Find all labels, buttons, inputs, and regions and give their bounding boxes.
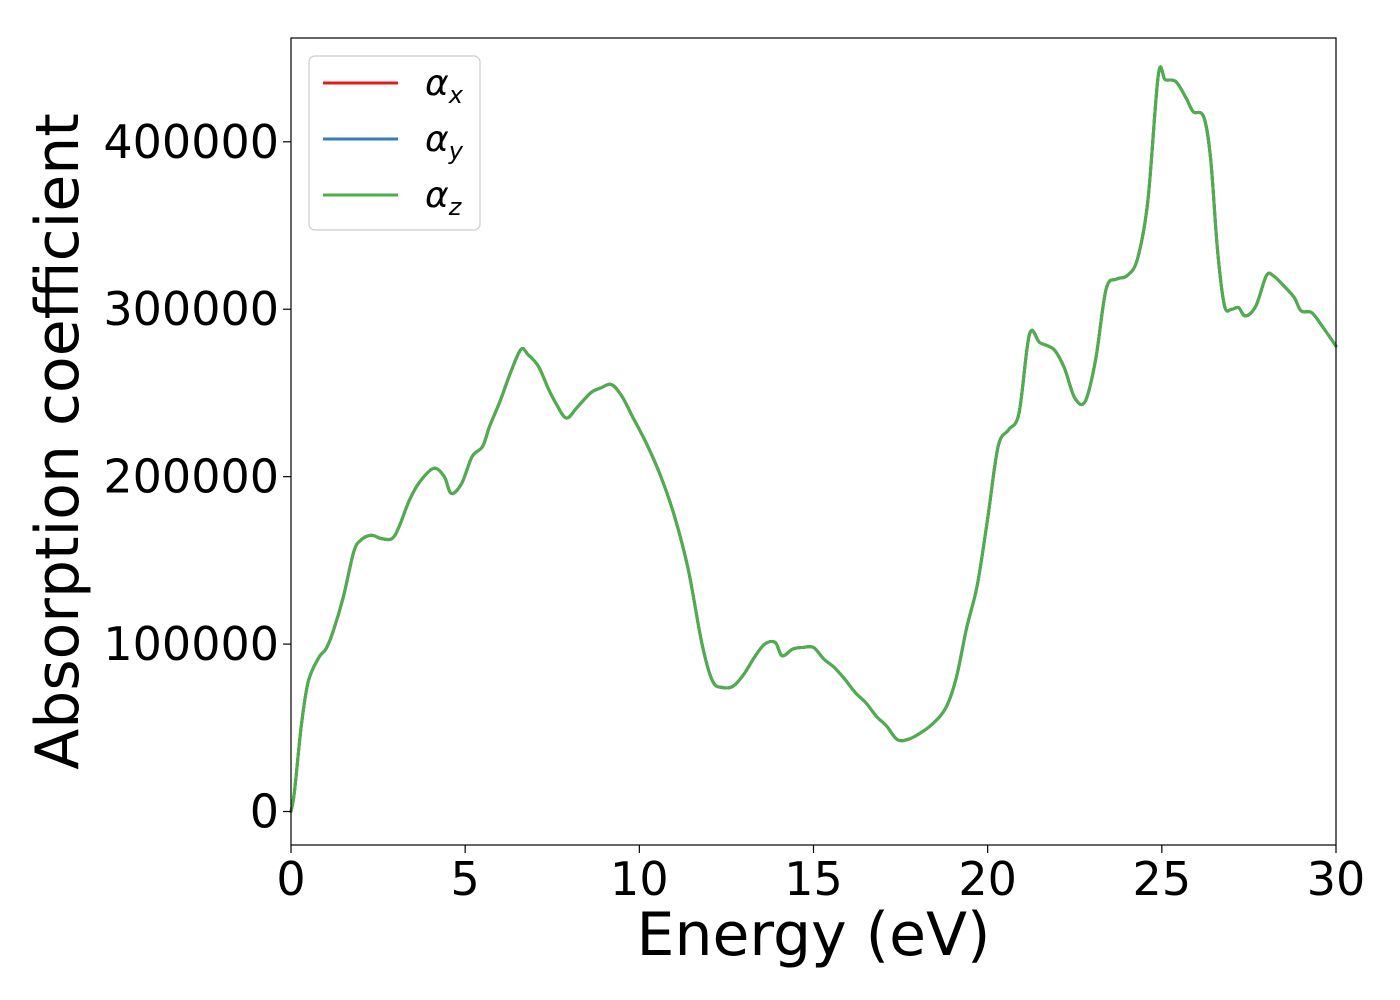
y-tick-label: 0 (250, 785, 279, 839)
x-tick-label: 5 (451, 852, 480, 906)
x-tick-label: 20 (958, 852, 1017, 906)
x-tick-label: 30 (1307, 852, 1366, 906)
x-tick-label: 0 (276, 852, 305, 906)
x-tick-label: 25 (1133, 852, 1192, 906)
series-line-αz (289, 65, 1338, 814)
y-axis: 0 100000 200000 300000 400000 (103, 115, 291, 839)
y-axis-label: Absorption coefficient (23, 113, 93, 770)
y-tick-label: 200000 (103, 450, 279, 504)
series-layer (289, 65, 1338, 814)
x-axis-label: Energy (eV) (637, 900, 991, 970)
legend-label: αy (425, 119, 464, 165)
legend-label: αx (425, 63, 464, 109)
x-tick-label: 10 (610, 852, 669, 906)
y-tick-label: 300000 (103, 282, 279, 336)
legend: αx αy αz (308, 55, 481, 231)
x-tick-label: 15 (784, 852, 843, 906)
y-tick-label: 400000 (103, 115, 279, 169)
y-tick-label: 100000 (103, 617, 279, 671)
x-axis: 0 5 10 15 20 25 30 (276, 845, 1365, 906)
legend-label: αz (425, 175, 463, 221)
legend-box (308, 55, 481, 231)
